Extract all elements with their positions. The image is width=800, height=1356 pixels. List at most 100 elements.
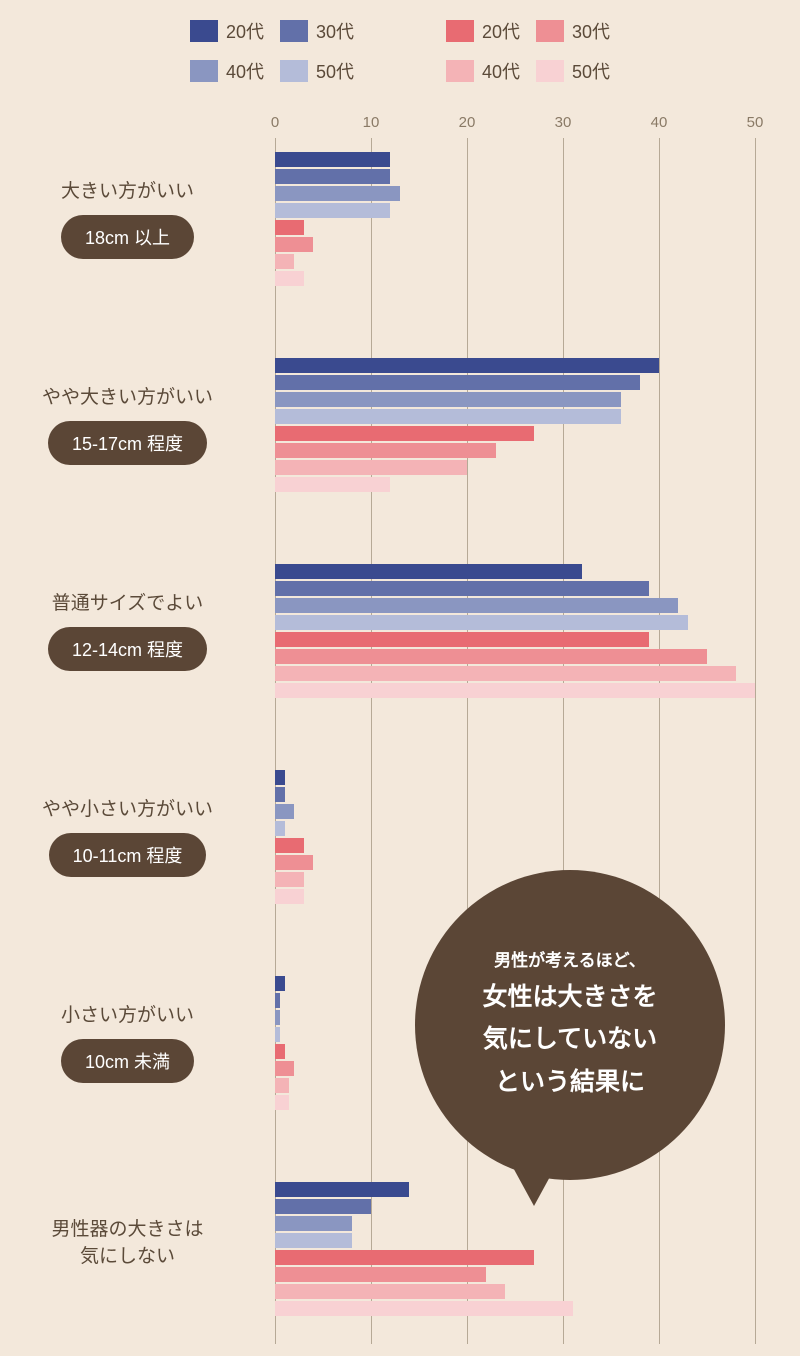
bar xyxy=(275,409,621,424)
bar xyxy=(275,1044,285,1059)
gridline xyxy=(467,138,468,1344)
category-pill: 10cm 未満 xyxy=(61,1039,194,1083)
category-label: やや小さい方がいい 10-11cm 程度 xyxy=(0,770,275,904)
legend-row-2: 40代 50代 40代 50代 xyxy=(190,58,610,84)
legend-female-20: 20代 xyxy=(446,18,520,44)
legend-label: 50代 xyxy=(316,58,354,84)
bar xyxy=(275,426,534,441)
gridline xyxy=(755,138,756,1344)
bar xyxy=(275,976,285,991)
legend-male-30: 30代 xyxy=(280,18,354,44)
category-title: 大きい方がいい xyxy=(61,179,194,206)
bar xyxy=(275,1233,352,1248)
bar xyxy=(275,632,649,647)
bar xyxy=(275,1027,280,1042)
bar xyxy=(275,1010,280,1025)
bar xyxy=(275,1199,371,1214)
legend-male-group-2: 40代 50代 xyxy=(190,58,354,84)
bubble-line: 気にしていない xyxy=(483,1018,657,1061)
bar xyxy=(275,872,304,887)
bar xyxy=(275,598,678,613)
swatch xyxy=(536,60,564,82)
bar xyxy=(275,1061,294,1076)
category-pill: 12-14cm 程度 xyxy=(48,627,207,671)
swatch xyxy=(446,20,474,42)
category-title: やや小さい方がいい xyxy=(42,797,213,824)
legend-label: 20代 xyxy=(482,18,520,44)
bar xyxy=(275,1095,289,1110)
bar xyxy=(275,1301,573,1316)
swatch xyxy=(280,60,308,82)
legend-male-group-1: 20代 30代 xyxy=(190,18,354,44)
bar xyxy=(275,1078,289,1093)
bar xyxy=(275,358,659,373)
legend-female-50: 50代 xyxy=(536,58,610,84)
legend-label: 50代 xyxy=(572,58,610,84)
bar xyxy=(275,460,467,475)
bar xyxy=(275,220,304,235)
swatch xyxy=(190,60,218,82)
category-label: 男性器の大きさは気にしない xyxy=(0,1182,275,1316)
legend-label: 30代 xyxy=(316,18,354,44)
category-title: 小さい方がいい xyxy=(61,1003,194,1030)
bar xyxy=(275,152,390,167)
category-label: 普通サイズでよい 12-14cm 程度 xyxy=(0,564,275,698)
bar xyxy=(275,581,649,596)
bar xyxy=(275,1284,505,1299)
x-tick-label: 20 xyxy=(459,114,476,131)
bar xyxy=(275,186,400,201)
bar xyxy=(275,1216,352,1231)
bar xyxy=(275,683,755,698)
swatch xyxy=(190,20,218,42)
bar xyxy=(275,271,304,286)
legend: 20代 30代 20代 30代 40代 50代 40代 50代 xyxy=(0,0,800,114)
bar xyxy=(275,615,688,630)
gridline xyxy=(371,138,372,1344)
legend-male-40: 40代 xyxy=(190,58,264,84)
bar xyxy=(275,993,280,1008)
legend-female-group-2: 40代 50代 xyxy=(446,58,610,84)
category-title: やや大きい方がいい xyxy=(42,385,213,412)
category-label: 小さい方がいい 10cm 未満 xyxy=(0,976,275,1110)
category-pill: 10-11cm 程度 xyxy=(49,833,207,877)
bar xyxy=(275,254,294,269)
bubble-line: という結果に xyxy=(495,1061,645,1104)
bar xyxy=(275,649,707,664)
legend-label: 20代 xyxy=(226,18,264,44)
bar xyxy=(275,838,304,853)
legend-row-1: 20代 30代 20代 30代 xyxy=(190,18,610,44)
bar xyxy=(275,477,390,492)
bar xyxy=(275,804,294,819)
bar xyxy=(275,666,736,681)
legend-label: 40代 xyxy=(482,58,520,84)
gridline xyxy=(659,138,660,1344)
category-label: 大きい方がいい18cm 以上 xyxy=(0,152,275,286)
bar xyxy=(275,1250,534,1265)
legend-label: 30代 xyxy=(572,18,610,44)
bubble-line: 女性は大きさを xyxy=(482,976,657,1019)
category-label: やや大きい方がいい 15-17cm 程度 xyxy=(0,358,275,492)
callout-bubble-tail xyxy=(510,1162,558,1206)
category-title: 普通サイズでよい xyxy=(52,591,203,618)
bar xyxy=(275,821,285,836)
legend-male-20: 20代 xyxy=(190,18,264,44)
bar xyxy=(275,375,640,390)
bar xyxy=(275,392,621,407)
x-tick-label: 10 xyxy=(363,114,380,131)
legend-male-50: 50代 xyxy=(280,58,354,84)
bar xyxy=(275,203,390,218)
bar xyxy=(275,1267,486,1282)
bar xyxy=(275,169,390,184)
bar xyxy=(275,770,285,785)
legend-label: 40代 xyxy=(226,58,264,84)
x-tick-label: 30 xyxy=(555,114,572,131)
legend-female-group-1: 20代 30代 xyxy=(446,18,610,44)
category-pill: 15-17cm 程度 xyxy=(48,421,207,465)
bar xyxy=(275,855,313,870)
x-tick-label: 0 xyxy=(271,114,279,131)
swatch xyxy=(536,20,564,42)
bar xyxy=(275,237,313,252)
swatch xyxy=(446,60,474,82)
swatch xyxy=(280,20,308,42)
callout-bubble: 男性が考えるほど、女性は大きさを気にしていないという結果に xyxy=(415,870,725,1180)
